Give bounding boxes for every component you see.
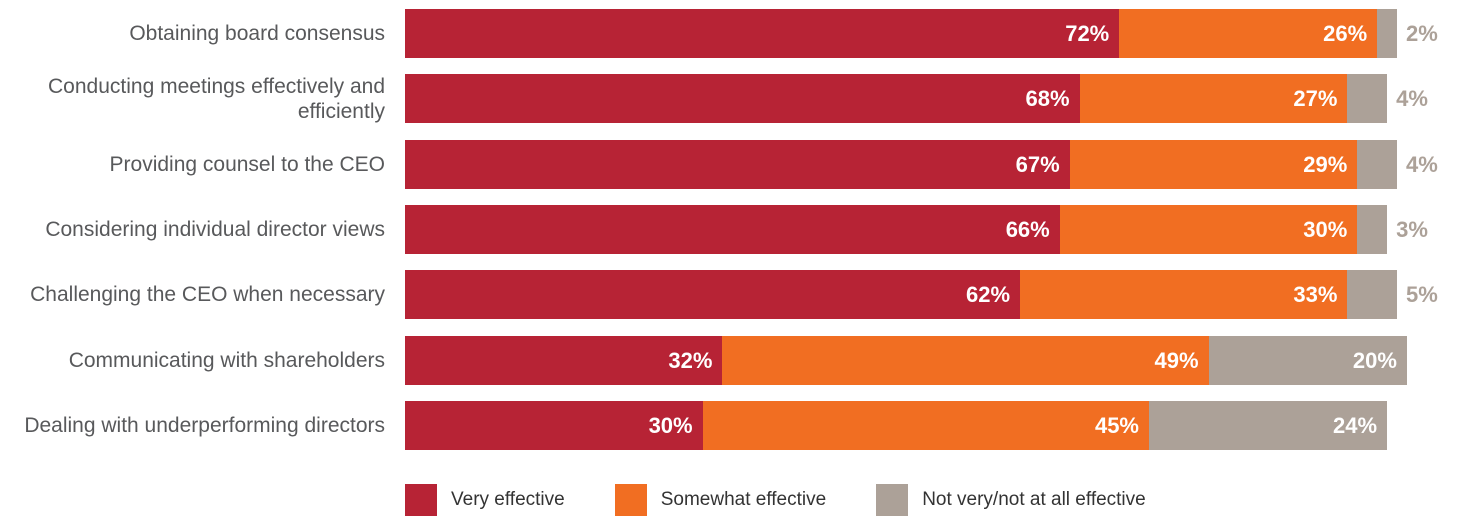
data-label: 3% [1396, 216, 1428, 242]
bar-segment [405, 401, 703, 450]
data-label: 45% [1094, 412, 1139, 438]
legend-swatch [876, 484, 909, 516]
bar-segment [405, 9, 1120, 58]
category-label: Communicating with shareholders [68, 349, 385, 372]
data-label: 67% [1015, 151, 1060, 177]
bar-segment [1357, 140, 1397, 189]
data-label: 30% [648, 412, 693, 438]
legend-swatch [405, 484, 437, 516]
category-label: Conducting meetings effectively and effi… [48, 74, 385, 123]
legend-item: Not very/not at all effective [876, 484, 1146, 516]
data-label: 26% [1323, 20, 1368, 46]
data-label: 20% [1352, 347, 1397, 373]
data-label: 29% [1303, 151, 1348, 177]
bar-segment [1020, 270, 1348, 319]
category-label: Considering individual director views [45, 218, 385, 241]
category-label: Dealing with underperforming directors [24, 414, 385, 437]
data-label: 62% [966, 281, 1011, 307]
data-label: 33% [1293, 281, 1338, 307]
bar-segment [1347, 74, 1388, 123]
bar-segment [405, 74, 1080, 123]
data-label: 32% [668, 347, 713, 373]
legend-label: Not very/not at all effective [922, 489, 1146, 510]
bar-segment [1357, 205, 1388, 254]
bar-segment [1059, 205, 1358, 254]
bar-segment [1377, 9, 1397, 58]
data-label: 49% [1154, 347, 1199, 373]
data-label: 4% [1396, 85, 1428, 111]
bar-segment [1069, 140, 1358, 189]
legend-swatch [614, 484, 647, 516]
bar-segment [722, 336, 1209, 385]
bar-segment [405, 270, 1021, 319]
data-label: 5% [1406, 281, 1438, 307]
legend-item: Very effective [405, 484, 565, 516]
bar-segment [1119, 9, 1378, 58]
data-label: 27% [1293, 85, 1338, 111]
bar-segment [702, 401, 1149, 450]
data-label: 24% [1333, 412, 1378, 438]
legend-label: Very effective [451, 489, 565, 510]
data-label: 72% [1065, 20, 1110, 46]
legend-label: Somewhat effective [660, 489, 827, 510]
bar-segment [1149, 401, 1388, 450]
category-label: Providing counsel to the CEO [109, 153, 385, 176]
data-label: 66% [1005, 216, 1050, 242]
data-label: 30% [1303, 216, 1348, 242]
bar-segment [405, 140, 1070, 189]
bar-segment [1208, 336, 1407, 385]
legend-item: Somewhat effective [614, 484, 827, 516]
data-label: 68% [1025, 85, 1070, 111]
category-label: Obtaining board consensus [129, 22, 385, 45]
data-label: 4% [1406, 151, 1438, 177]
data-label: 2% [1406, 20, 1438, 46]
legend: Very effective Somewhat effective Not very… [405, 484, 1196, 516]
category-label: Challenging the CEO when necessary [30, 283, 385, 306]
bar-segment [1079, 74, 1348, 123]
bar-segment [405, 336, 723, 385]
bar-segment [405, 205, 1060, 254]
bar-segment [1347, 270, 1397, 319]
